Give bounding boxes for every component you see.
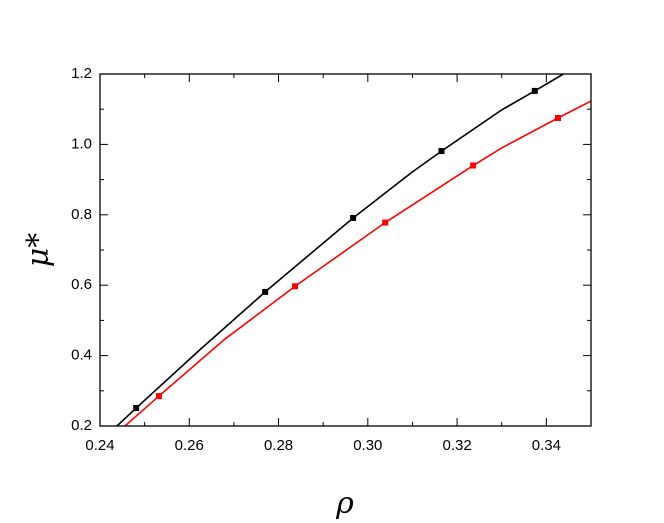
- series-marker: [554, 115, 561, 121]
- y-tick-label: 1.2: [71, 65, 92, 82]
- series-line: [124, 100, 591, 426]
- x-axis-title: ρ: [335, 486, 354, 521]
- x-tick-label: 0.28: [264, 437, 293, 454]
- series-line: [116, 74, 564, 426]
- series-marker: [382, 219, 389, 226]
- x-tick-label: 0.32: [442, 437, 471, 454]
- y-tick-label: 0.6: [71, 276, 92, 293]
- series-marker: [350, 214, 357, 221]
- y-tick-label: 0.8: [71, 206, 92, 223]
- series-marker: [262, 288, 269, 295]
- series-marker: [470, 162, 477, 169]
- series-marker: [133, 405, 140, 412]
- series-marker: [292, 283, 299, 290]
- series-marker: [438, 148, 445, 155]
- y-tick-label: 0.2: [71, 417, 92, 434]
- x-tick-label: 0.24: [85, 437, 114, 454]
- y-tick-label: 0.4: [71, 347, 92, 364]
- series-marker: [155, 393, 162, 400]
- y-tick-label: 1.0: [71, 135, 92, 152]
- plot-area: [116, 74, 591, 426]
- x-tick-label: 0.26: [175, 437, 204, 454]
- x-tick-label: 0.30: [353, 437, 382, 454]
- x-tick-label: 0.34: [532, 437, 561, 454]
- series-marker: [531, 87, 538, 94]
- y-axis-title: μ*: [21, 233, 56, 268]
